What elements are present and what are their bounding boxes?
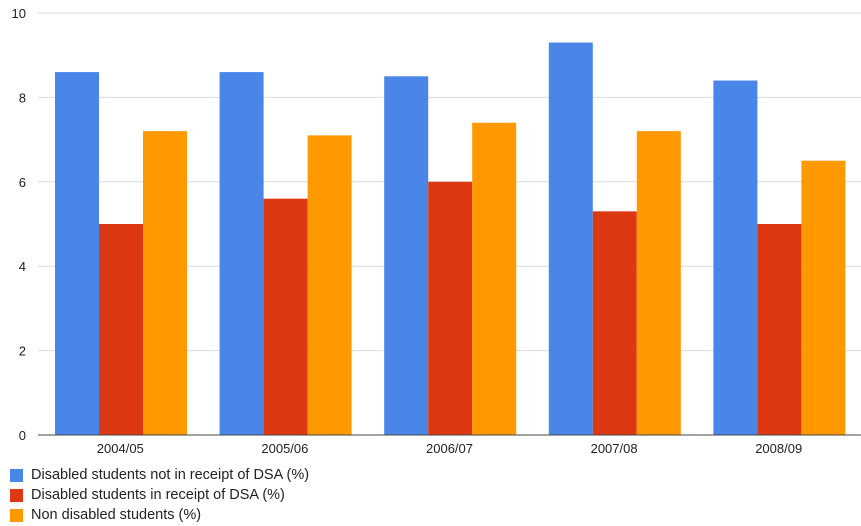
bar [713, 80, 758, 436]
legend-label: Non disabled students (%) [31, 507, 202, 523]
bar [428, 181, 473, 435]
x-tick-label: 2007/08 [591, 441, 638, 456]
bar [99, 224, 143, 435]
y-tick-label: 4 [19, 259, 26, 274]
y-tick-label: 10 [12, 6, 26, 21]
x-tick-label: 2005/06 [261, 441, 308, 456]
legend-item: Non disabled students (%) [2, 505, 309, 525]
legend: Disabled students not in receipt of DSA … [2, 465, 309, 525]
y-tick-label: 8 [19, 90, 26, 105]
bar [472, 122, 517, 435]
bar [548, 42, 593, 435]
bar [636, 131, 681, 435]
y-tick-label: 6 [19, 175, 26, 190]
y-tick-labels: 0 2 4 6 8 10 [12, 6, 26, 443]
y-tick-label: 2 [19, 344, 26, 359]
x-tick-label: 2008/09 [755, 441, 802, 456]
legend-swatch [10, 468, 23, 482]
bar [801, 160, 846, 435]
bar-chart: 0 2 4 6 8 10 2004/05 2005/06 2006/07 2007/08 2008… [12, 6, 861, 456]
legend-label: Disabled students not in receipt of DSA … [31, 467, 310, 483]
legend-swatch [10, 488, 23, 502]
bar [55, 72, 99, 435]
bar [384, 76, 429, 436]
y-tick-label: 0 [19, 428, 26, 443]
bar [263, 198, 308, 435]
x-tick-label: 2006/07 [426, 441, 473, 456]
legend-item: Disabled students not in receipt of DSA … [2, 465, 309, 485]
legend-item: Disabled students in receipt of DSA (%) [2, 485, 309, 505]
bar [307, 135, 352, 435]
bars [55, 42, 846, 436]
bar [219, 72, 264, 435]
legend-swatch [10, 508, 23, 522]
bar [757, 224, 802, 435]
bar [143, 131, 187, 435]
legend-label: Disabled students in receipt of DSA (%) [31, 487, 285, 503]
x-tick-label: 2004/05 [97, 441, 144, 456]
bar [592, 211, 637, 435]
x-tick-labels: 2004/05 2005/06 2006/07 2007/08 2008/09 [97, 441, 802, 456]
